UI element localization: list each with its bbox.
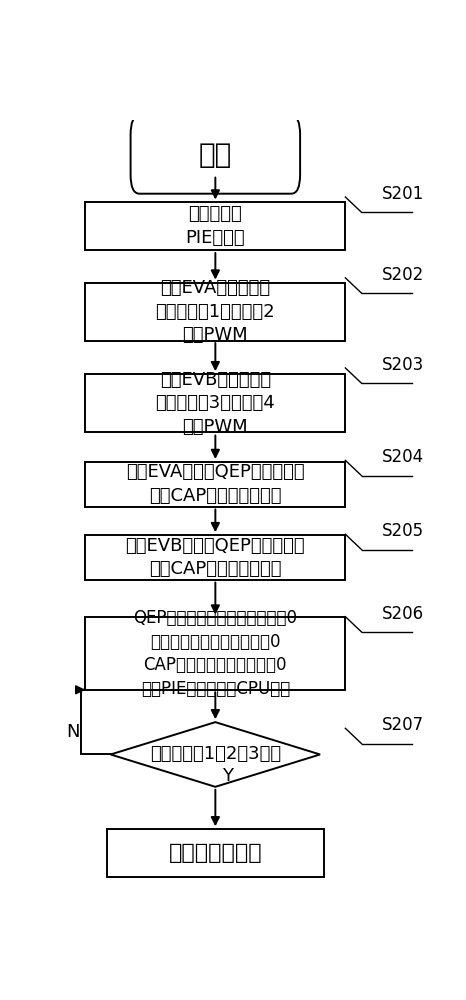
Bar	[85, 535, 345, 580]
Text: Y: Y	[222, 767, 233, 785]
Text: S207: S207	[382, 716, 424, 734]
Text: S202: S202	[382, 266, 424, 284]
Text: S205: S205	[382, 522, 424, 540]
Text: S201: S201	[382, 185, 424, 203]
Text: 开始: 开始	[199, 141, 232, 169]
Bar	[85, 283, 345, 341]
Text: 等待定时器1、2、3中断: 等待定时器1、2、3中断	[150, 745, 281, 763]
Bar	[85, 202, 345, 250]
Text: S206: S206	[382, 605, 424, 623]
Text: S204: S204	[382, 448, 424, 466]
Text: 中断服务子程序: 中断服务子程序	[169, 843, 262, 863]
Polygon shape	[110, 722, 320, 787]
Text: 系统初始化
PIE初始化: 系统初始化 PIE初始化	[185, 205, 245, 247]
Bar	[85, 462, 345, 507]
Bar	[85, 374, 345, 432]
Text: QEP电路捕获脉冲个数初始值为0
定时器中断的次数初始值为0
CAP捕获脉冲个数初始值为0
使能PIE周期中断和CPU中断: QEP电路捕获脉冲个数初始值为0 定时器中断的次数初始值为0 CAP捕获脉冲个数…	[133, 609, 297, 698]
Bar	[85, 617, 345, 690]
Text: N: N	[66, 723, 79, 741]
Text: 配置EVA模块的QEP电路寄存器
配置CAP捕获单元寄存器: 配置EVA模块的QEP电路寄存器 配置CAP捕获单元寄存器	[126, 463, 305, 505]
Text: S203: S203	[382, 356, 424, 374]
FancyBboxPatch shape	[130, 116, 300, 194]
Bar	[107, 829, 324, 877]
Text: 配置EVA模块寄存器
设定定时器1和定时器2
产生PWM: 配置EVA模块寄存器 设定定时器1和定时器2 产生PWM	[156, 279, 275, 344]
Text: 配置EVB模块的QEP电路寄存器
配置CAP捕获单元寄存器: 配置EVB模块的QEP电路寄存器 配置CAP捕获单元寄存器	[125, 537, 305, 578]
Text: 配置EVB模块寄存器
设定定时器3和定时器4
产生PWM: 配置EVB模块寄存器 设定定时器3和定时器4 产生PWM	[156, 371, 275, 436]
